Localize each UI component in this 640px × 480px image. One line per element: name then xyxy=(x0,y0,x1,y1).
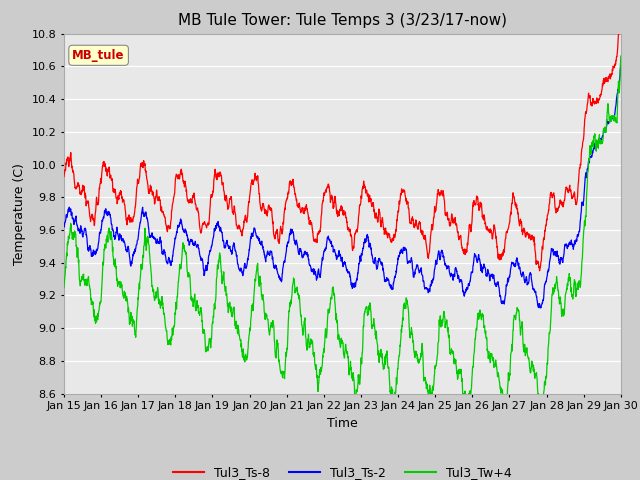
Legend: Tul3_Ts-8, Tul3_Ts-2, Tul3_Tw+4: Tul3_Ts-8, Tul3_Ts-2, Tul3_Tw+4 xyxy=(168,461,517,480)
Tul3_Tw+4 xyxy=(371,322,378,327)
Tul3_Ts-8 xyxy=(584,102,591,108)
Title: MB Tule Tower: Tule Temps 3 (3/23/17-now): MB Tule Tower: Tule Temps 3 (3/23/17-now… xyxy=(178,13,507,28)
Tul3_Ts-8 xyxy=(60,174,68,180)
Tul3_Tw+4 xyxy=(358,350,366,356)
Tul3_Ts-8 xyxy=(216,173,223,179)
Tul3_Ts-8 xyxy=(568,195,575,201)
Tul3_Ts-8 xyxy=(371,211,378,216)
Tul3_Ts-2 xyxy=(358,249,366,254)
Tul3_Tw+4 xyxy=(504,370,512,376)
Tul3_Ts-2 xyxy=(568,240,575,246)
Line: Tul3_Ts-8: Tul3_Ts-8 xyxy=(64,3,621,271)
Tul3_Ts-8 xyxy=(504,226,512,232)
Tul3_Tw+4 xyxy=(501,408,509,414)
Tul3_Ts-8 xyxy=(617,0,625,6)
Tul3_Ts-8 xyxy=(358,186,366,192)
Tul3_Ts-2 xyxy=(216,224,223,230)
Tul3_Ts-2 xyxy=(584,166,591,172)
Tul3_Ts-2 xyxy=(371,258,378,264)
X-axis label: Time: Time xyxy=(327,417,358,430)
Tul3_Ts-2 xyxy=(504,277,512,283)
Tul3_Ts-2 xyxy=(60,224,68,230)
Tul3_Tw+4 xyxy=(60,285,68,290)
Text: MB_tule: MB_tule xyxy=(72,49,125,62)
Tul3_Tw+4 xyxy=(584,181,591,187)
Line: Tul3_Tw+4: Tul3_Tw+4 xyxy=(64,56,621,411)
Tul3_Ts-2 xyxy=(536,305,544,311)
Tul3_Tw+4 xyxy=(216,254,223,260)
Y-axis label: Temperature (C): Temperature (C) xyxy=(13,163,26,264)
Tul3_Tw+4 xyxy=(568,292,575,298)
Line: Tul3_Ts-2: Tul3_Ts-2 xyxy=(64,66,621,308)
Tul3_Tw+4 xyxy=(617,53,625,59)
Tul3_Ts-8 xyxy=(536,268,543,274)
Tul3_Ts-2 xyxy=(617,63,625,69)
